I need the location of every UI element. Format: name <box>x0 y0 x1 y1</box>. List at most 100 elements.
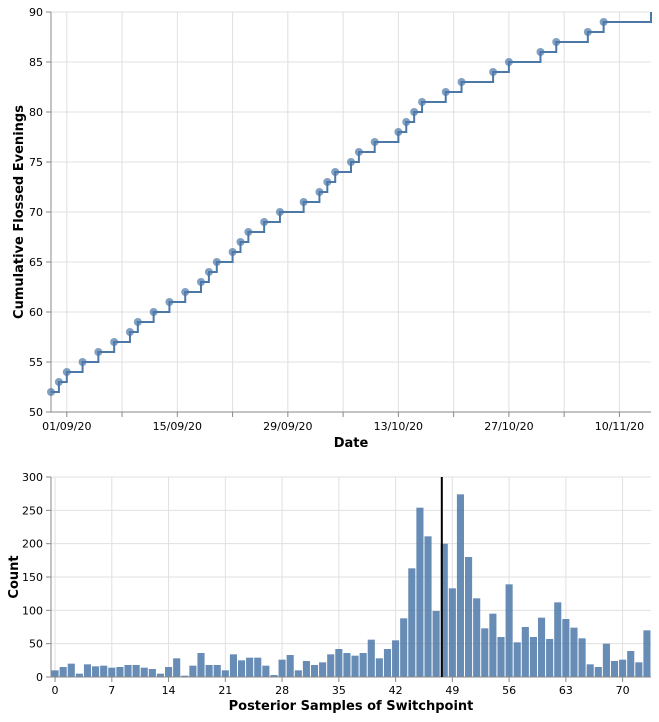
histogram-bar <box>237 660 246 677</box>
histogram-bar <box>165 667 173 677</box>
histogram-chart: 0 50 100 150 200 250 300 0 7 14 21 28 35 42 49 56 63 70 Po… <box>7 471 651 714</box>
histogram-bar <box>481 628 489 677</box>
histogram-bar <box>221 670 229 677</box>
y-tick-label: 300 <box>22 471 43 484</box>
y-tick-label: 55 <box>29 356 43 369</box>
x-tick-label: 0 <box>52 684 59 697</box>
histogram-bar <box>205 665 213 677</box>
histogram-bar <box>643 630 651 677</box>
histogram-bar <box>310 665 319 677</box>
line-chart: 50 55 60 65 70 75 80 85 90 01/09/20 15/09/20 29/09/… <box>12 6 652 451</box>
histogram-bar <box>156 673 165 677</box>
histogram-bar <box>440 543 448 677</box>
histogram-bar <box>67 663 75 677</box>
histogram-bar <box>278 659 286 677</box>
histogram-bar <box>521 627 529 677</box>
histogram-bar <box>124 665 132 677</box>
histogram-bar <box>448 588 456 677</box>
x-tick-label: 27/10/20 <box>484 420 533 433</box>
x-tick-label: 21 <box>218 684 232 697</box>
histogram-bar <box>294 670 302 677</box>
histogram-bar <box>262 665 270 677</box>
histogram-bar <box>456 494 465 677</box>
data-point <box>47 388 55 396</box>
histogram-bar <box>416 507 424 677</box>
y-axis-title: Count <box>7 555 22 598</box>
data-point <box>504 58 513 66</box>
data-point <box>236 238 245 246</box>
x-tick-label: 28 <box>275 684 289 697</box>
histogram-bar <box>319 662 327 677</box>
histogram-bar <box>181 675 189 677</box>
histogram-bar <box>554 602 562 677</box>
data-point <box>354 148 363 156</box>
data-point <box>78 358 87 366</box>
x-tick-label: 56 <box>502 684 516 697</box>
y-tick-label: 75 <box>29 156 43 169</box>
histogram-bar <box>108 667 116 677</box>
histogram-bar <box>375 658 383 677</box>
histogram-bar <box>594 667 602 677</box>
histogram-bar <box>392 640 400 677</box>
data-point <box>331 168 340 176</box>
histogram-bar <box>359 653 367 677</box>
histogram-bar <box>602 643 610 677</box>
y-tick-label: 85 <box>29 56 43 69</box>
histogram-bar <box>627 651 635 677</box>
histogram-bar <box>51 670 59 677</box>
x-tick-label: 14 <box>162 684 176 697</box>
histogram-bar <box>383 649 392 677</box>
x-tick-label: 15/09/20 <box>153 420 202 433</box>
x-tick-label: 01/09/20 <box>42 420 91 433</box>
y-tick-label: 80 <box>29 106 43 119</box>
data-point <box>552 38 561 46</box>
data-point <box>370 138 379 146</box>
data-point <box>204 268 213 276</box>
histogram-bar <box>100 665 108 677</box>
data-point <box>260 218 269 226</box>
histogram-bar <box>75 673 83 677</box>
x-tick-label: 35 <box>332 684 346 697</box>
histogram-bar <box>254 657 262 677</box>
y-tick-label: 0 <box>36 671 43 684</box>
data-point <box>299 198 308 206</box>
data-point <box>536 48 545 56</box>
y-tick-label: 150 <box>22 571 43 584</box>
histogram-bar <box>505 584 513 677</box>
data-point <box>54 378 63 386</box>
data-point <box>394 128 403 136</box>
histogram-bar <box>610 661 619 677</box>
histogram-bar <box>570 627 578 677</box>
histogram-bar <box>351 655 359 677</box>
histogram-bar <box>424 536 432 677</box>
x-tick-label: 29/09/20 <box>263 420 312 433</box>
histogram-bar <box>116 667 124 677</box>
data-point <box>323 178 332 186</box>
histogram-bar <box>546 639 554 677</box>
x-tick-label: 63 <box>559 684 573 697</box>
histogram-bar <box>148 669 156 677</box>
data-point <box>583 28 592 36</box>
data-point <box>410 108 419 116</box>
data-point <box>197 278 205 286</box>
histogram-bar <box>286 655 294 677</box>
data-point <box>347 158 355 166</box>
histogram-bar <box>270 675 278 677</box>
y-tick-label: 70 <box>29 206 43 219</box>
x-tick-label: 42 <box>389 684 403 697</box>
data-point <box>62 368 71 376</box>
data-point <box>125 328 134 336</box>
histogram-bar <box>635 662 643 677</box>
histogram-bar <box>562 619 570 677</box>
histogram-bar <box>619 659 627 677</box>
histogram-bar <box>537 617 546 677</box>
y-tick-label: 50 <box>29 638 43 651</box>
data-point <box>418 98 427 106</box>
histogram-bar <box>489 613 497 677</box>
histogram-bar <box>213 665 221 677</box>
data-point <box>315 188 324 196</box>
histogram-bar <box>529 637 537 677</box>
histogram-bar <box>327 654 335 677</box>
histogram-bar <box>465 557 473 677</box>
data-point <box>457 78 466 86</box>
